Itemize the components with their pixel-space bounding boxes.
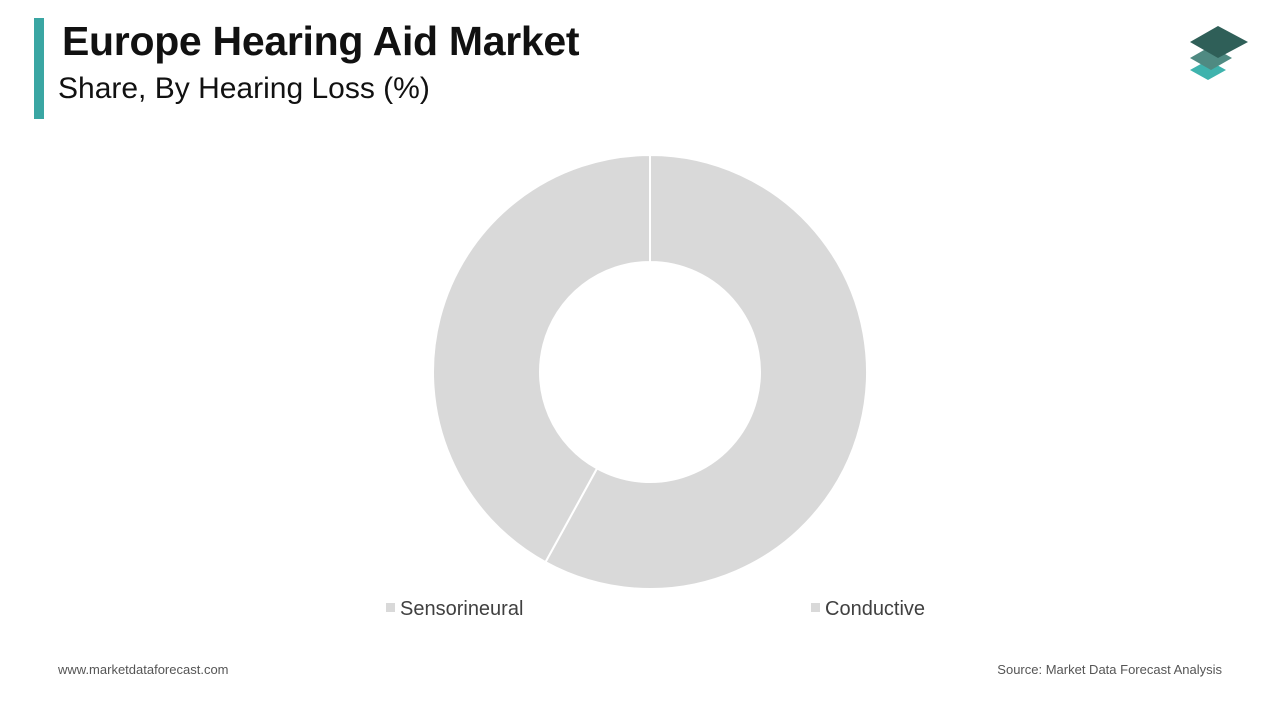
title-accent-bar [34,18,44,119]
footer-website[interactable]: www.marketdataforecast.com [58,662,229,677]
page-subtitle: Share, By Hearing Loss (%) [58,72,430,105]
slice-conductive[interactable] [431,153,651,564]
logo-layer-top [1190,26,1248,58]
page-title: Europe Hearing Aid Market [62,18,580,64]
legend-swatch-sensorineural [386,603,395,612]
legend-label-conductive: Conductive [825,598,925,620]
slice-sensorineural[interactable] [544,153,868,590]
donut-slices [431,153,868,590]
layers-logo-icon [1190,26,1248,80]
legend-swatch-conductive [811,603,820,612]
legend-label-sensorineural: Sensorineural [400,598,523,620]
chart-legend: Sensorineural Conductive [386,598,925,620]
footer-source: Source: Market Data Forecast Analysis [997,662,1222,677]
